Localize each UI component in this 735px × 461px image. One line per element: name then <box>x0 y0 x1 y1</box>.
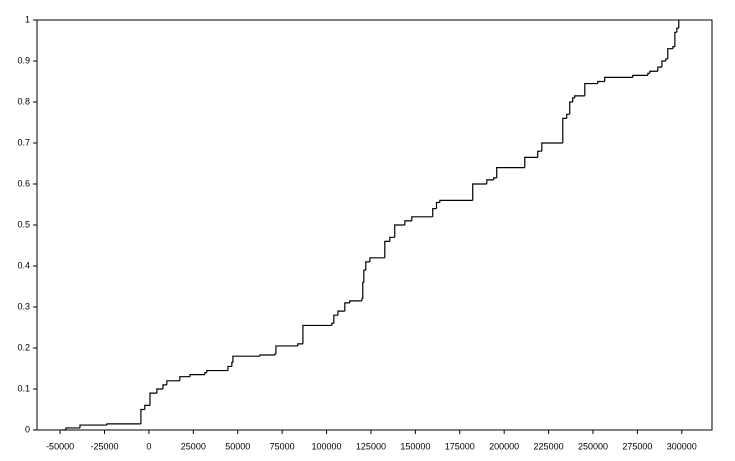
step-segment <box>604 76 633 82</box>
step-segment <box>665 58 668 61</box>
step-segment <box>389 236 395 242</box>
step-segment <box>189 374 205 377</box>
step-segment <box>231 361 233 367</box>
step-segment <box>344 302 350 312</box>
step-segment <box>274 353 276 355</box>
step-segment <box>206 369 228 373</box>
step-segment <box>632 74 648 78</box>
step-segment <box>140 408 145 424</box>
step-segment <box>204 372 207 375</box>
step-segment <box>435 201 440 209</box>
y-tick-label: 1 <box>25 14 30 24</box>
y-tick-label: 0.9 <box>17 55 30 65</box>
step-segment <box>672 46 675 49</box>
x-tick-label: 225000 <box>534 441 564 451</box>
x-tick-label: 100000 <box>312 441 342 451</box>
step-segment <box>259 354 275 357</box>
y-tick-label: 0.5 <box>17 219 30 229</box>
step-segment <box>647 72 650 76</box>
step-segment <box>369 257 385 262</box>
y-tick-label: 0.7 <box>17 137 30 147</box>
step-segment <box>649 70 658 74</box>
step-segment <box>384 240 390 258</box>
y-tick-label: 0.4 <box>17 260 30 270</box>
step-segment <box>162 384 167 389</box>
step-segment <box>156 388 163 394</box>
step-segment <box>439 199 473 203</box>
y-tick-label: 0.1 <box>17 383 30 393</box>
step-segment <box>166 380 180 385</box>
step-segment <box>363 269 366 283</box>
step-segment <box>537 150 542 158</box>
x-tick-label: 275000 <box>622 441 652 451</box>
y-tick-label: 0 <box>25 424 30 434</box>
x-tick-label: 75000 <box>270 441 295 451</box>
step-segment <box>661 60 666 68</box>
step-segment <box>569 101 573 115</box>
step-segment <box>362 281 364 299</box>
step-segment <box>149 392 157 406</box>
step-segment <box>472 183 487 201</box>
step-segment <box>597 80 605 84</box>
x-tick-label: 175000 <box>445 441 475 451</box>
step-segment <box>275 345 298 355</box>
x-tick-label: -50000 <box>46 441 74 451</box>
step-segment <box>493 177 497 180</box>
step-segment <box>349 300 362 303</box>
y-tick-label: 0.2 <box>17 342 30 352</box>
step-segment <box>331 322 334 326</box>
step-segment <box>562 117 567 143</box>
x-tick-label: 150000 <box>400 441 430 451</box>
step-segment <box>302 324 332 344</box>
step-segment <box>411 216 433 221</box>
step-segment <box>227 365 232 371</box>
step-segment <box>365 261 370 271</box>
step-segment <box>144 404 150 410</box>
step-segment <box>432 208 437 217</box>
step-segment <box>394 224 405 238</box>
step-segment <box>232 355 260 363</box>
x-tick-label: 50000 <box>225 441 250 451</box>
step-segment <box>657 66 662 72</box>
step-segment <box>566 113 570 119</box>
step-segment <box>486 179 494 184</box>
x-tick-label: 250000 <box>578 441 608 451</box>
x-tick-label: 25000 <box>181 441 206 451</box>
step-segment <box>297 343 303 346</box>
step-segment <box>361 298 363 301</box>
x-tick-label: 300000 <box>667 441 697 451</box>
x-tick-label: 125000 <box>356 441 386 451</box>
y-tick-label: 0.8 <box>17 96 30 106</box>
y-tick-label: 0.6 <box>17 178 30 188</box>
y-tick-label: 0.3 <box>17 301 30 311</box>
step-segment <box>65 427 80 430</box>
step-segment <box>79 424 107 428</box>
step-segment <box>541 142 563 152</box>
step-segment <box>674 31 677 47</box>
step-segment <box>667 48 673 59</box>
step-segment <box>404 220 412 225</box>
step-segment <box>676 27 679 33</box>
step-segment <box>572 97 575 102</box>
x-tick-label: 200000 <box>489 441 519 451</box>
plot-frame <box>36 19 713 431</box>
step-segment <box>333 314 338 324</box>
step-segment <box>574 95 585 98</box>
step-segment <box>524 156 538 168</box>
x-tick-label: 0 <box>146 441 151 451</box>
step-segment <box>584 82 598 96</box>
step-segment <box>106 423 141 426</box>
step-segment <box>496 167 525 178</box>
step-segment <box>179 376 190 381</box>
step-segment <box>337 310 345 316</box>
x-tick-label: -25000 <box>90 441 118 451</box>
